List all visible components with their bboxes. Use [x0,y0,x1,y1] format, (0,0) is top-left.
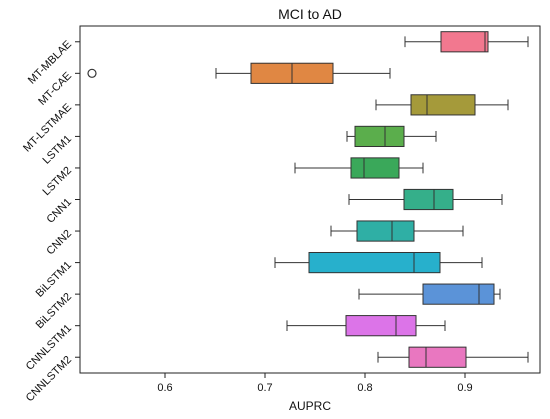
box-group [404,31,529,53]
box-group [346,125,437,148]
iqr-box [308,251,441,274]
box-group [358,283,501,305]
y-category-label: CNN2 [44,228,74,258]
box-group [330,220,464,242]
iqr-box [408,346,467,368]
box-group [348,188,503,211]
box-group [286,315,446,337]
iqr-box [422,283,495,305]
iqr-box [350,157,400,179]
iqr-box [345,315,417,337]
chart-title: MCI to AD [278,6,342,22]
x-axis-ticks: 0.6 0.7 0.8 0.9 [157,373,473,394]
outlier-point [87,68,97,78]
box-group [375,94,509,116]
y-category-label: CNN1 [44,196,74,226]
x-tick-label: 0.7 [257,382,272,394]
iqr-box [410,94,476,116]
x-tick-label: 0.8 [357,382,372,394]
box-group [274,251,483,274]
y-category-label: LSTM2 [41,165,75,199]
x-axis-label: AUPRC [289,399,331,413]
box-series [87,31,529,368]
iqr-box [354,125,405,148]
box-group [87,62,391,84]
iqr-box [356,220,415,242]
iqr-box [440,31,489,53]
box-group [294,157,424,179]
y-axis-ticks: MT-MBLAEMT-CAEMT-LSTMAELSTM1LSTM2CNN1CNN… [21,38,80,404]
x-tick-label: 0.9 [457,382,472,394]
iqr-box [403,188,454,211]
box-group [377,346,529,368]
x-tick-label: 0.6 [157,382,172,394]
